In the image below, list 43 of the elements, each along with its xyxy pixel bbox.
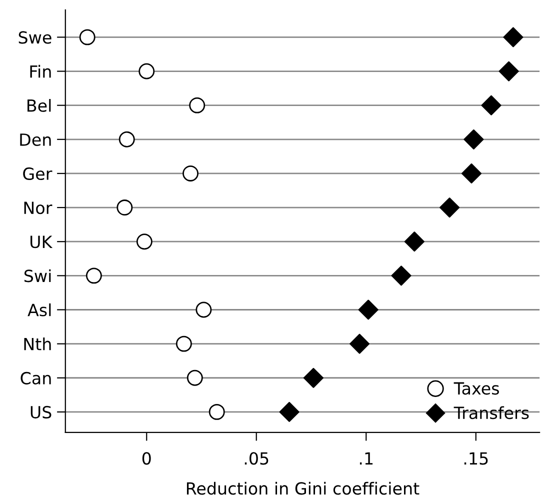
x-axis-title: Reduction in Gini coefficient bbox=[186, 482, 420, 495]
point bbox=[350, 334, 370, 354]
y-tick-label: Nth bbox=[24, 337, 51, 350]
legend-label: Taxes bbox=[454, 382, 499, 395]
y-tick-label: Den bbox=[20, 134, 51, 146]
point bbox=[138, 63, 155, 80]
point bbox=[196, 302, 212, 318]
point bbox=[279, 402, 300, 422]
point bbox=[461, 163, 482, 184]
y-tick-label: Swe bbox=[18, 31, 52, 44]
point bbox=[404, 232, 424, 252]
point bbox=[440, 198, 460, 218]
y-tick-label: Ger bbox=[23, 167, 52, 180]
point bbox=[79, 29, 96, 46]
y-tick-label: Nor bbox=[24, 202, 52, 214]
point bbox=[189, 97, 206, 114]
point bbox=[358, 300, 378, 320]
y-tick-label: UK bbox=[30, 236, 53, 248]
y-tick-label: Asl bbox=[28, 303, 51, 316]
y-tick-label: Bel bbox=[28, 99, 51, 112]
point bbox=[503, 27, 524, 48]
point bbox=[208, 404, 225, 420]
point bbox=[136, 234, 152, 250]
x-tick-label: 0 bbox=[142, 452, 151, 465]
x-tick-label: .1 bbox=[360, 452, 373, 464]
point bbox=[481, 95, 502, 116]
point bbox=[116, 200, 133, 216]
y-tick-label: Can bbox=[20, 372, 51, 384]
point bbox=[86, 268, 102, 284]
point bbox=[186, 370, 203, 386]
point bbox=[391, 266, 412, 286]
point bbox=[303, 368, 324, 388]
point bbox=[118, 131, 135, 148]
y-tick-label: Swi bbox=[24, 269, 51, 282]
legend-label: Transfers bbox=[454, 406, 529, 420]
y-tick-label: Fin bbox=[30, 64, 51, 78]
y-tick-label: US bbox=[30, 406, 52, 419]
x-tick-label: .05 bbox=[244, 452, 268, 465]
point bbox=[176, 336, 192, 352]
point bbox=[498, 61, 519, 82]
point bbox=[182, 165, 198, 182]
x-tick-label: .15 bbox=[464, 452, 488, 465]
point bbox=[464, 129, 484, 150]
